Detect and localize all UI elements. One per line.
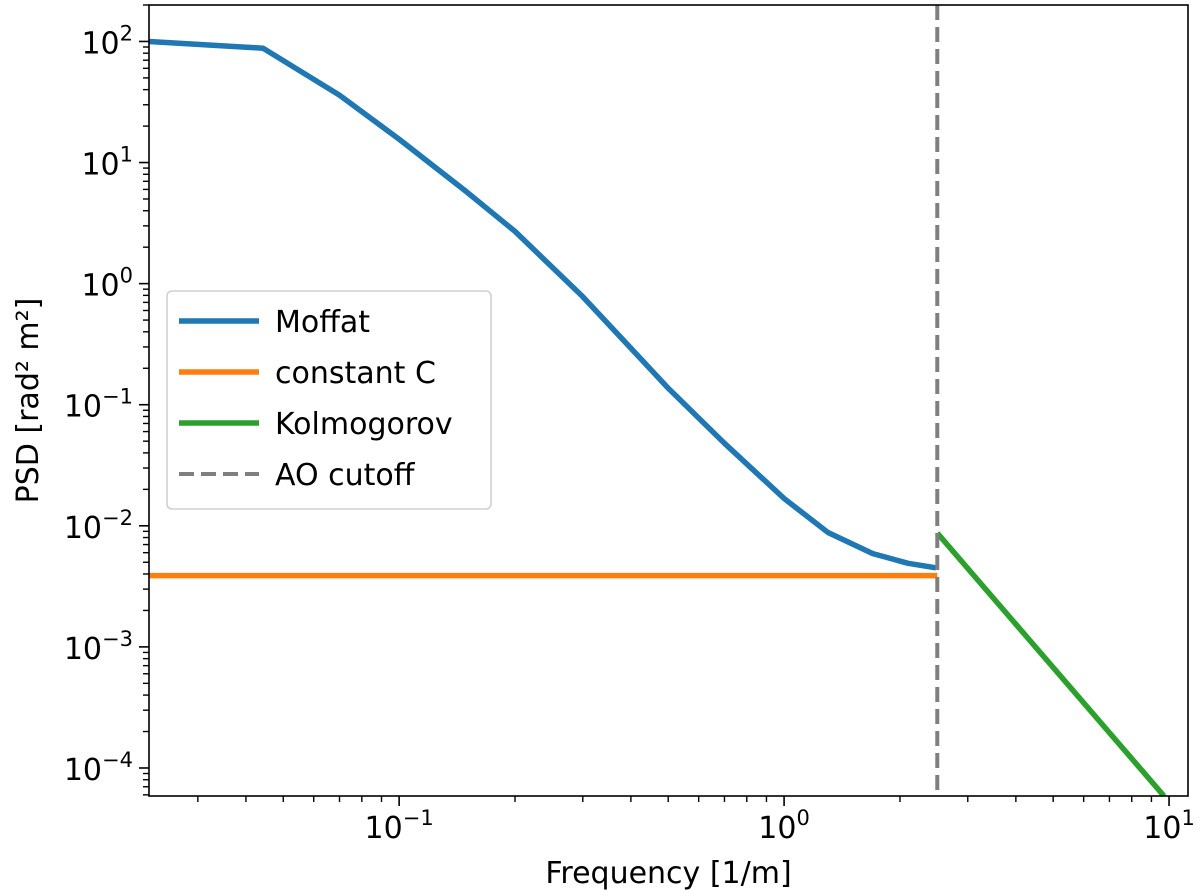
- legend-label-ao-cutoff: AO cutoff: [275, 458, 416, 493]
- series-layer: [149, 5, 1167, 796]
- ticks-layer: 10−1 100 101 102 101 100 10−1 10−2 10−3 10−4: [64, 4, 1195, 846]
- y-tick-label: 10−2: [64, 506, 133, 546]
- legend-box: [166, 290, 492, 510]
- y-tick-label: 10−3: [64, 627, 133, 667]
- x-tick-label: 100: [758, 806, 810, 846]
- y-tick-label: 100: [81, 264, 133, 304]
- x-tick-label: 10−1: [365, 806, 434, 846]
- x-axis-label: Frequency [1/m]: [545, 856, 791, 890]
- legend-label-kolmogorov: Kolmogorov: [275, 407, 453, 442]
- y-tick-label: 102: [81, 21, 133, 61]
- x-tick-label: 101: [1143, 806, 1195, 846]
- legend-label-moffat: Moffat: [275, 305, 370, 340]
- legend: Moffat constant C Kolmogorov AO cutoff: [166, 290, 492, 510]
- y-axis-label: PSD [rad² m²]: [11, 298, 46, 504]
- legend-label-constant-c: constant C: [275, 356, 436, 391]
- y-tick-label: 10−1: [64, 385, 133, 425]
- moffat-series-line: [149, 38, 937, 571]
- kolmogorov-series-line: [935, 531, 1167, 796]
- y-tick-label: 10−4: [64, 748, 133, 788]
- y-tick-label: 101: [81, 143, 133, 183]
